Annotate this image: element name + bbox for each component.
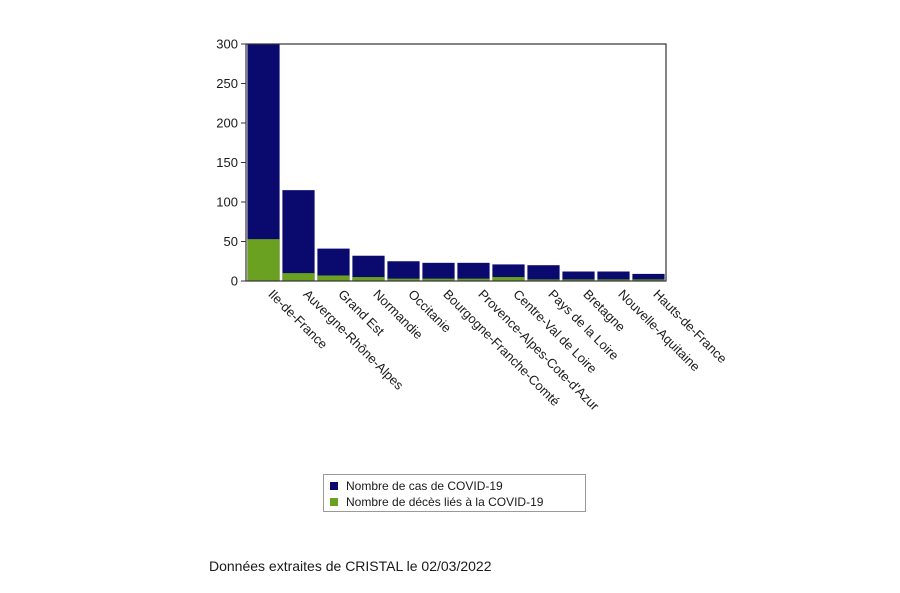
y-tick-label: 50 bbox=[224, 234, 238, 249]
y-tick-label: 200 bbox=[216, 116, 238, 131]
bar-cases-5 bbox=[422, 262, 455, 281]
y-tick-label: 100 bbox=[216, 195, 238, 210]
legend-label-deaths: Nombre de décès liés à la COVID-19 bbox=[346, 495, 544, 509]
legend: Nombre de cas de COVID-19 Nombre de décè… bbox=[323, 474, 586, 512]
y-tick-label: 150 bbox=[216, 155, 238, 170]
bar-cases-7 bbox=[492, 264, 525, 281]
bar-deaths-1 bbox=[282, 273, 315, 281]
bar-cases-8 bbox=[527, 265, 560, 281]
bar-cases-4 bbox=[387, 261, 420, 281]
bar-cases-11 bbox=[632, 273, 665, 281]
legend-swatch-deaths bbox=[330, 498, 338, 506]
bars-layer bbox=[247, 44, 665, 281]
y-tick-label: 0 bbox=[231, 274, 238, 289]
legend-item-deaths: Nombre de décès liés à la COVID-19 bbox=[330, 494, 579, 510]
y-tick-label: 300 bbox=[216, 37, 238, 52]
legend-swatch-cases bbox=[330, 482, 338, 490]
legend-item-cases: Nombre de cas de COVID-19 bbox=[330, 478, 579, 494]
bar-deaths-8 bbox=[527, 279, 560, 281]
bar-cases-1 bbox=[282, 190, 315, 281]
bar-deaths-3 bbox=[352, 277, 385, 281]
bar-deaths-0 bbox=[247, 239, 280, 281]
bar-cases-6 bbox=[457, 262, 490, 281]
bar-deaths-4 bbox=[387, 278, 420, 281]
legend-label-cases: Nombre de cas de COVID-19 bbox=[346, 479, 503, 493]
bar-deaths-7 bbox=[492, 277, 525, 281]
bar-cases-10 bbox=[597, 271, 630, 281]
y-axis: 0 50 100 150 200 250 300 bbox=[216, 37, 246, 289]
bar-deaths-10 bbox=[597, 279, 630, 281]
bar-chart: 0 50 100 150 200 250 300 Ile-de-FranceAuvergne… bbox=[216, 37, 730, 414]
bar-deaths-2 bbox=[317, 275, 350, 281]
bar-deaths-6 bbox=[457, 278, 490, 281]
bar-deaths-5 bbox=[422, 278, 455, 281]
source-note: Données extraites de CRISTAL le 02/03/20… bbox=[209, 558, 492, 574]
bar-deaths-9 bbox=[562, 279, 595, 281]
bar-cases-9 bbox=[562, 271, 595, 281]
bar-cases-3 bbox=[352, 255, 385, 281]
bar-deaths-11 bbox=[632, 279, 665, 281]
y-tick-label: 250 bbox=[216, 76, 238, 91]
